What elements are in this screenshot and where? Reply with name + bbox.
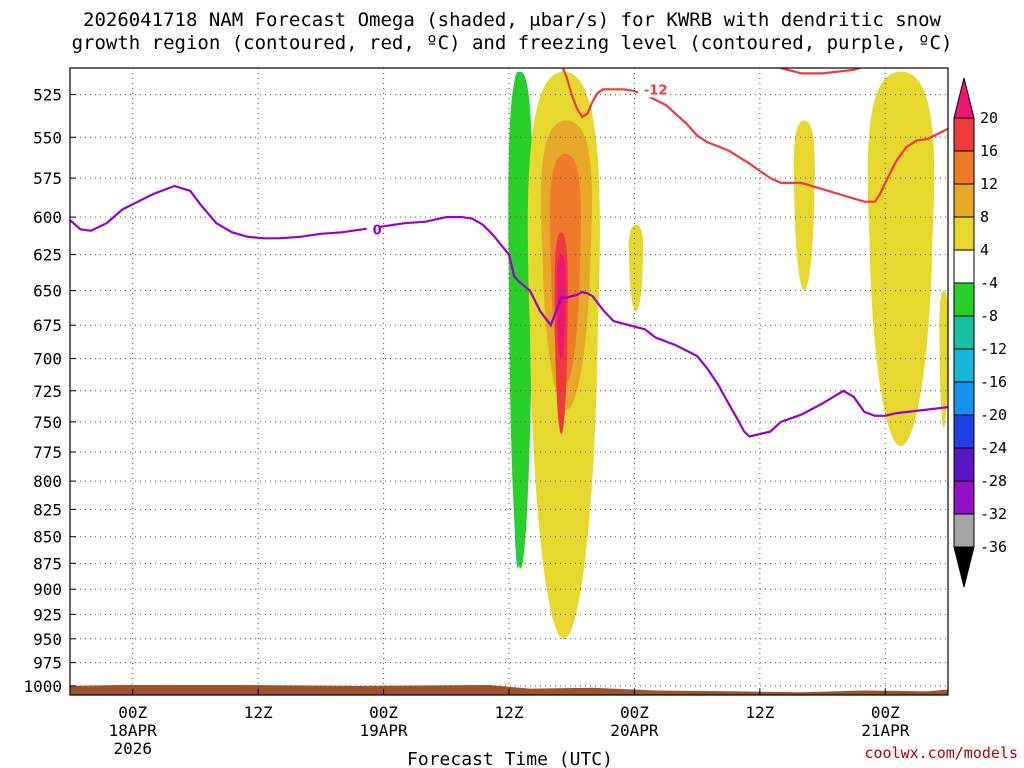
y-tick-label: 800 (33, 472, 62, 491)
colorbar-label: -32 (980, 505, 1007, 523)
colorbar-label: -4 (980, 274, 998, 292)
omega-shaded-region-6 (556, 254, 566, 359)
x-axis-title: Forecast Time (UTC) (407, 749, 613, 768)
colorbar-label: -16 (980, 373, 1007, 391)
y-tick-label: 650 (33, 282, 62, 301)
colorbar-label: -12 (980, 340, 1007, 358)
y-tick-label: 700 (33, 350, 62, 369)
y-tick-label: 625 (33, 246, 62, 265)
colorbar-label: -36 (980, 538, 1007, 556)
omega-shaded-region-8 (793, 120, 815, 291)
x-tick-label: 00Z (118, 703, 147, 722)
colorbar-segment (953, 216, 975, 251)
chart-title-line: 2026041718 NAM Forecast Omega (shaded, μ… (83, 9, 941, 31)
x-tick-label: 12Z (244, 703, 273, 722)
x-tick-label: 00Z (369, 703, 398, 722)
colorbar-label: 4 (980, 241, 989, 259)
colorbar-segment (953, 447, 975, 482)
colorbar-segment (953, 348, 975, 383)
omega-shaded-region-1 (508, 71, 533, 569)
colorbar-label: -20 (980, 406, 1007, 424)
colorbar-label: -24 (980, 439, 1007, 457)
y-tick-label: 925 (33, 605, 62, 624)
x-tick-label: 00Z (620, 703, 649, 722)
colorbar-segment (953, 249, 975, 284)
x-tick-label: 19APR (359, 721, 408, 740)
colorbar-segment (953, 513, 975, 548)
colorbar-label: 8 (980, 208, 989, 226)
y-tick-label: 825 (33, 500, 62, 519)
colorbar-bottom-arrow (953, 546, 975, 588)
colorbar-top-arrow (953, 77, 975, 119)
contour-line-0 (70, 184, 948, 438)
contour-label: 0 (373, 223, 382, 238)
y-tick-label: 775 (33, 443, 62, 462)
colorbar-segment (953, 414, 975, 449)
colorbar-segment (953, 315, 975, 350)
x-tick-label: 12Z (745, 703, 774, 722)
colorbar-label: 16 (980, 142, 998, 160)
omega-shaded-region-9 (867, 71, 935, 447)
x-tick-label: 2026 (113, 739, 152, 758)
credit-text: coolwx.com/models (864, 744, 1018, 762)
y-tick-label: 550 (33, 128, 62, 147)
contour-label-bg (366, 222, 380, 238)
y-tick-label: 875 (33, 554, 62, 573)
colorbar-segment (953, 282, 975, 317)
y-tick-label: 600 (33, 208, 62, 227)
x-tick-label: 12Z (495, 703, 524, 722)
x-tick-label: 20APR (610, 721, 659, 740)
colorbar-label: 20 (980, 109, 998, 127)
omega-shaded-region-7 (628, 224, 644, 312)
x-tick-label: 21APR (861, 721, 910, 740)
y-tick-label: 950 (33, 630, 62, 649)
x-tick-label: 00Z (871, 703, 900, 722)
colorbar-segment (953, 117, 975, 152)
contour-line-2 (780, 68, 863, 75)
y-tick-label: 725 (33, 382, 62, 401)
colorbar-segment (953, 381, 975, 416)
contour-line-1 (561, 68, 948, 203)
chart-title-line: growth region (contoured, red, ºC) and f… (72, 32, 953, 54)
colorbar-segment (953, 183, 975, 218)
contour-label-bg (637, 82, 666, 98)
colorbar-segment (953, 150, 975, 185)
contour-label: -12 (644, 83, 668, 98)
colorbar-label: 12 (980, 175, 998, 193)
colorbar-label: -8 (980, 307, 998, 325)
y-tick-label: 750 (33, 413, 62, 432)
y-tick-label: 1000 (23, 677, 62, 696)
y-tick-label: 525 (33, 86, 62, 105)
y-tick-label: 975 (33, 654, 62, 673)
omega-shaded-region-10 (939, 290, 949, 428)
y-tick-label: 575 (33, 169, 62, 188)
colorbar-segment (953, 480, 975, 515)
y-tick-label: 900 (33, 580, 62, 599)
y-tick-label: 675 (33, 316, 62, 335)
colorbar-label: -28 (980, 472, 1007, 490)
x-tick-label: 18APR (109, 721, 158, 740)
y-tick-label: 850 (33, 528, 62, 547)
